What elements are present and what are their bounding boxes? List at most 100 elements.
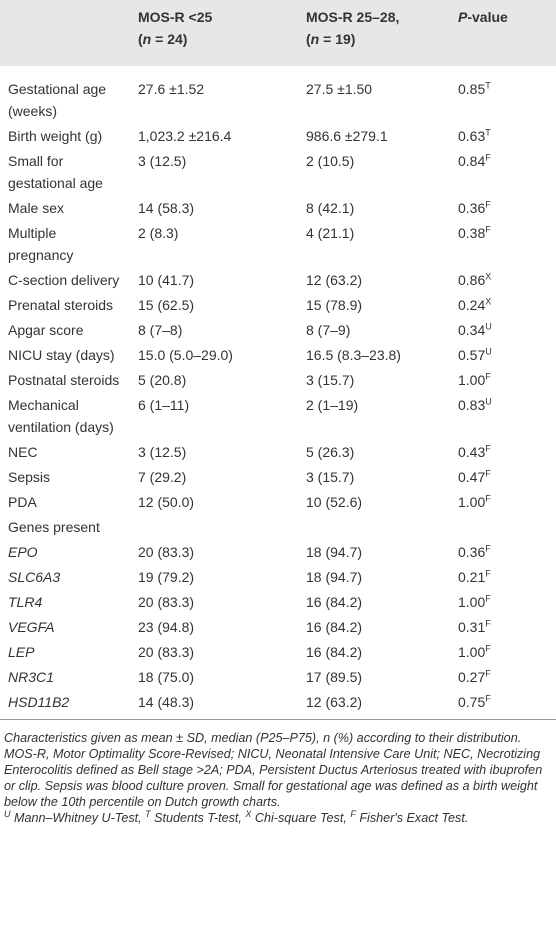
- cell: 7 (29.2): [138, 469, 187, 485]
- cell: 3 (12.5): [138, 444, 187, 460]
- table-row: Gestational age (weeks) 27.6 ±1.52 27.5 ±1…: [0, 66, 556, 123]
- row-label: HSD11B2: [8, 694, 70, 710]
- p-value-cell: 0.84F: [450, 148, 556, 195]
- row-label-cell: Multiple pregnancy: [0, 220, 130, 267]
- cell: 19 (79.2): [138, 569, 195, 585]
- p-value: 0.36: [458, 200, 486, 216]
- row-label: EPO: [8, 544, 38, 560]
- p-value: 0.36: [458, 544, 486, 560]
- header-cell: MOS-R 25–28, (n = 19): [298, 0, 450, 66]
- p-value: 1.00: [458, 594, 486, 610]
- table-row: C-section delivery 10 (41.7) 12 (63.2) 0.86…: [0, 267, 556, 292]
- legend-mark: U: [4, 808, 11, 819]
- p-value-cell: 0.57U: [450, 342, 556, 367]
- row-label-cell: Apgar score: [0, 317, 130, 342]
- p-value-cell: 1.00F: [450, 489, 556, 514]
- header-text: (: [306, 31, 311, 47]
- table-row: Multiple pregnancy 2 (8.3) 4 (21.1) 0.38F: [0, 220, 556, 267]
- cell: 14 (48.3): [130, 689, 298, 720]
- row-label: Postnatal steroids: [8, 372, 120, 388]
- header-text: MOS-R <25: [138, 9, 213, 25]
- test-mark: X: [485, 271, 492, 282]
- cell: 6 (1–11): [138, 397, 190, 413]
- row-label: VEGFA: [8, 619, 55, 635]
- legend-text: Mann–Whitney U-Test,: [10, 811, 146, 825]
- table-row: Mechanical ventilation (days) 6 (1–11) 2 (…: [0, 392, 556, 439]
- header-cell: [0, 0, 130, 66]
- p-value: 0.86: [458, 272, 486, 288]
- cell: 2 (1–19): [306, 397, 359, 413]
- table-row: Birth weight (g) 1,023.2 ±216.4 986.6 ±279…: [0, 123, 556, 148]
- legend-mark: X: [245, 808, 252, 819]
- section-label: Genes present: [8, 519, 100, 535]
- p-value: 0.84: [458, 153, 486, 169]
- cell: 16 (84.2): [306, 594, 363, 610]
- cell: 4 (21.1): [306, 225, 355, 241]
- test-mark: X: [485, 296, 492, 307]
- table-row: HSD11B2 14 (48.3) 12 (63.2) 0.75F: [0, 689, 556, 720]
- row-label-cell: Gestational age (weeks): [0, 66, 130, 123]
- p-value: 1.00: [458, 644, 486, 660]
- cell: 8 (7–9): [306, 322, 351, 338]
- table-row: SLC6A3 19 (79.2) 18 (94.7) 0.21F: [0, 564, 556, 589]
- row-label-cell: SLC6A3: [0, 564, 130, 589]
- legend-text: Chi-square Test,: [251, 811, 351, 825]
- row-label-cell: NEC: [0, 439, 130, 464]
- table-row: Small for gestational age 3 (12.5) 2 (10.5…: [0, 148, 556, 195]
- row-label: LEP: [8, 644, 35, 660]
- table-row: NICU stay (days) 15.0 (5.0–29.0) 16.5 (8.3…: [0, 342, 556, 367]
- row-label: Apgar score: [8, 322, 84, 338]
- cell: 15.0 (5.0–29.0): [138, 347, 233, 363]
- p-value: 0.38: [458, 225, 486, 241]
- p-value: 0.21: [458, 569, 486, 585]
- row-label-cell: Small for gestational age: [0, 148, 130, 195]
- test-mark: F: [485, 493, 491, 504]
- table-row: Male sex 14 (58.3) 8 (42.1) 0.36F: [0, 195, 556, 220]
- test-mark: F: [485, 693, 491, 704]
- p-value-cell: 1.00F: [450, 639, 556, 664]
- p-value-cell: 0.38F: [450, 220, 556, 267]
- cell: 15 (62.5): [138, 297, 195, 313]
- table-row: Apgar score 8 (7–8) 8 (7–9) 0.34U: [0, 317, 556, 342]
- p-value: 1.00: [458, 494, 486, 510]
- note: Characteristics given as mean ± SD, medi…: [4, 731, 522, 745]
- table-row: EPO 20 (83.3) 18 (94.7) 0.36F: [0, 539, 556, 564]
- p-value-cell: 0.34U: [450, 317, 556, 342]
- test-mark: U: [485, 396, 492, 407]
- cell: 17 (89.5): [306, 669, 363, 685]
- section-row: Genes present: [0, 514, 556, 539]
- data-table: MOS-R <25 (n = 24) MOS-R 25–28, (n = 19) P…: [0, 0, 556, 720]
- cell: 27.6 ±1.52: [138, 81, 205, 97]
- cell: 16.5 (8.3–23.8): [306, 347, 401, 363]
- note: MOS-R, Motor Optimality Score-Revised; N…: [4, 747, 543, 809]
- row-label: Small for gestational age: [8, 153, 103, 191]
- row-label: PDA: [8, 494, 37, 510]
- p-value-cell: 0.36F: [450, 195, 556, 220]
- test-mark: F: [485, 543, 491, 554]
- header-cell: MOS-R <25 (n = 24): [130, 0, 298, 66]
- row-label-cell: Sepsis: [0, 464, 130, 489]
- p-value: 0.63: [458, 128, 486, 144]
- test-mark: F: [485, 668, 491, 679]
- cell: 3 (15.7): [306, 372, 355, 388]
- test-mark: T: [485, 80, 491, 91]
- test-mark: U: [485, 321, 492, 332]
- p-value: 0.75: [458, 694, 486, 710]
- p-value: 0.34: [458, 322, 486, 338]
- p-value-cell: 0.36F: [450, 539, 556, 564]
- header-text: -value: [467, 9, 508, 25]
- test-mark: F: [485, 224, 491, 235]
- cell: 20 (83.3): [138, 544, 195, 560]
- cell: 2 (8.3): [138, 225, 179, 241]
- test-mark: F: [485, 371, 491, 382]
- table-row: VEGFA 23 (94.8) 16 (84.2) 0.31F: [0, 614, 556, 639]
- row-label-cell: TLR4: [0, 589, 130, 614]
- test-mark: F: [485, 152, 491, 163]
- table-row: NEC 3 (12.5) 5 (26.3) 0.43F: [0, 439, 556, 464]
- row-label-cell: HSD11B2: [0, 689, 130, 720]
- cell: 5 (20.8): [138, 372, 187, 388]
- header-text: n: [310, 31, 320, 47]
- row-label-cell: Male sex: [0, 195, 130, 220]
- cell: 18 (75.0): [138, 669, 195, 685]
